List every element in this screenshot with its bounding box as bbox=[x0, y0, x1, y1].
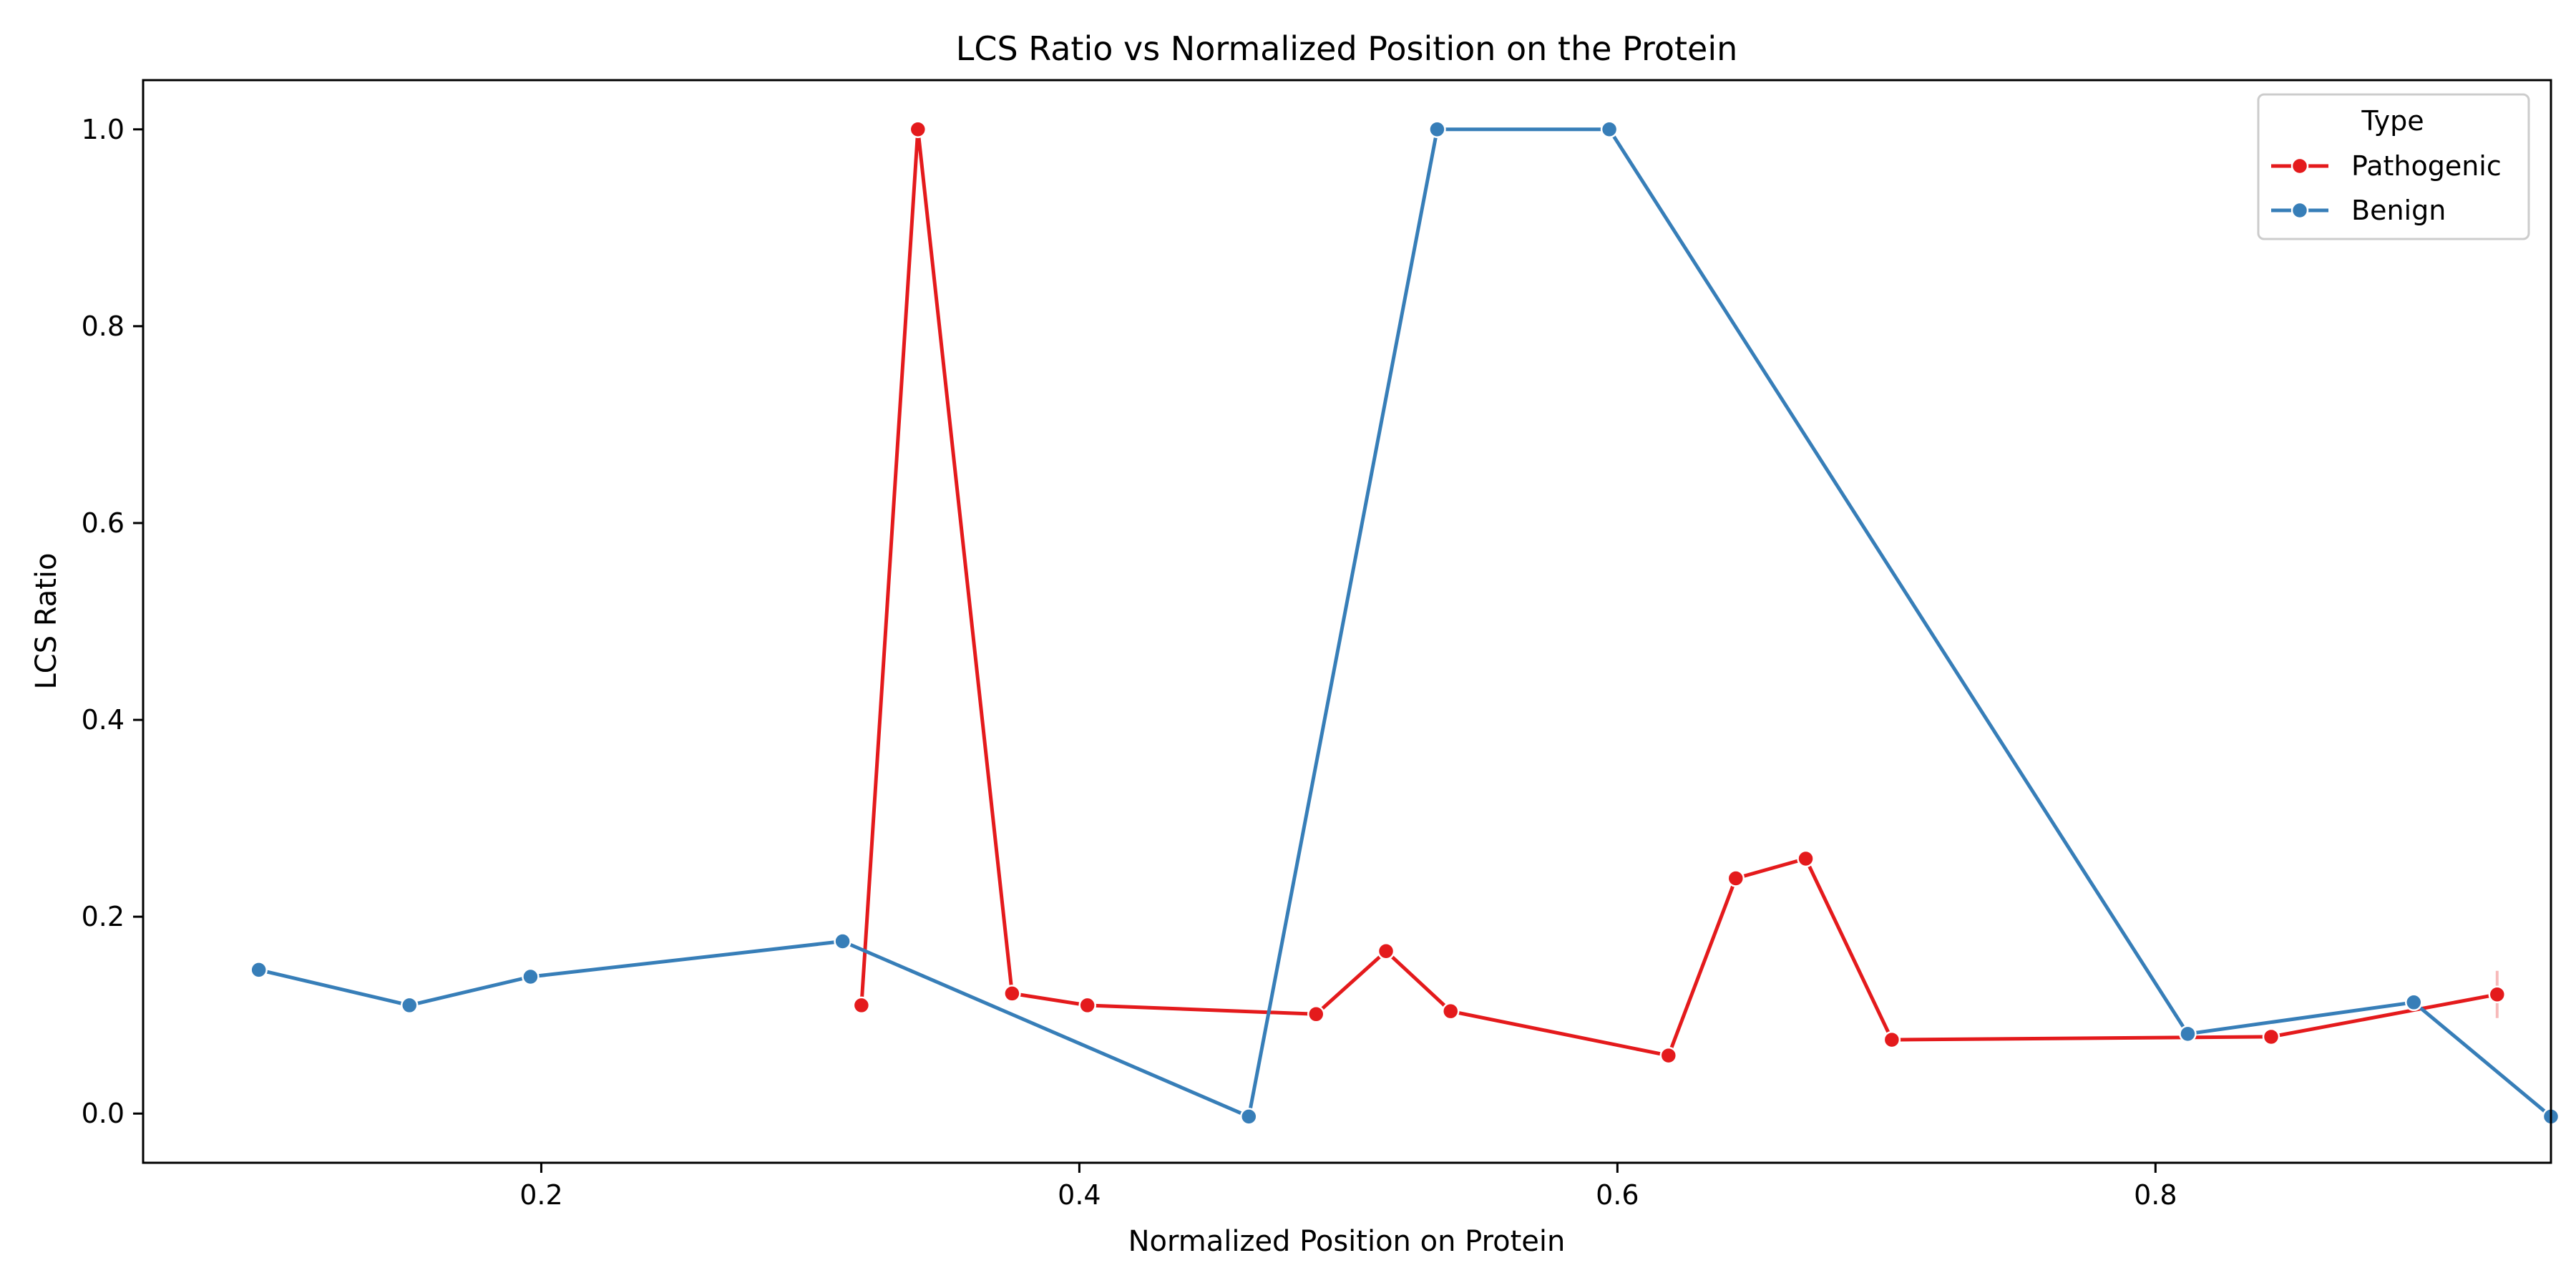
data-point-pathogenic bbox=[2488, 985, 2507, 1004]
data-point-pathogenic bbox=[1659, 1046, 1678, 1065]
y-tick-label: 0.2 bbox=[82, 901, 125, 932]
data-point-pathogenic bbox=[2262, 1028, 2280, 1046]
data-point-benign bbox=[250, 961, 268, 979]
data-point-benign bbox=[2179, 1025, 2197, 1043]
y-tick-label: 0.6 bbox=[82, 507, 125, 539]
legend-box bbox=[2257, 93, 2530, 240]
data-point-pathogenic bbox=[1003, 985, 1021, 1002]
legend-label-pathogenic: Pathogenic bbox=[2351, 150, 2502, 182]
data-point-benign bbox=[1600, 120, 1619, 139]
x-tick-label: 0.4 bbox=[1058, 1179, 1101, 1211]
chart-title: LCS Ratio vs Normalized Position on the … bbox=[956, 29, 1738, 68]
y-axis-label: LCS Ratio bbox=[30, 552, 63, 689]
data-point-benign bbox=[1240, 1108, 1258, 1126]
legend-title: Type bbox=[2361, 105, 2424, 137]
data-point-pathogenic bbox=[1442, 1002, 1460, 1020]
legend-marker-benign bbox=[2290, 201, 2309, 220]
data-point-pathogenic bbox=[1078, 996, 1096, 1015]
y-tick-label: 1.0 bbox=[82, 114, 125, 145]
x-tick-label: 0.6 bbox=[1596, 1179, 1639, 1211]
y-tick-label: 0.4 bbox=[82, 704, 125, 736]
data-point-pathogenic bbox=[1307, 1005, 1325, 1023]
legend: Type Pathogenic Benign bbox=[2257, 93, 2530, 240]
y-tick-label: 0.8 bbox=[82, 311, 125, 342]
plot-frame bbox=[142, 79, 2552, 1164]
axes: 0.2 0.4 0.6 0.8 0.0 0.2 0.4 0.6 0.8 1.0 bbox=[82, 79, 2552, 1211]
y-tick-label: 0.0 bbox=[82, 1098, 125, 1129]
legend-marker-pathogenic bbox=[2290, 157, 2309, 175]
data-point-pathogenic bbox=[1883, 1030, 1901, 1049]
data-point-pathogenic bbox=[909, 120, 927, 139]
data-point-benign bbox=[1428, 120, 1446, 139]
x-tick-label: 0.8 bbox=[2134, 1179, 2177, 1211]
legend-label-benign: Benign bbox=[2351, 195, 2446, 226]
data-point-benign bbox=[2405, 993, 2423, 1012]
x-axis-label: Normalized Position on Protein bbox=[1128, 1225, 1566, 1258]
data-point-pathogenic bbox=[1727, 869, 1745, 887]
data-point-benign bbox=[522, 967, 540, 986]
data-point-pathogenic bbox=[1797, 849, 1815, 868]
series-line-benign bbox=[257, 127, 2553, 1118]
x-tick-label: 0.2 bbox=[519, 1179, 562, 1211]
data-point-benign bbox=[834, 932, 852, 950]
series-line-pathogenic bbox=[859, 127, 2499, 1058]
plot-area bbox=[250, 120, 2560, 1126]
data-point-pathogenic bbox=[1377, 942, 1395, 960]
data-point-benign bbox=[400, 996, 419, 1015]
data-point-pathogenic bbox=[852, 996, 871, 1015]
